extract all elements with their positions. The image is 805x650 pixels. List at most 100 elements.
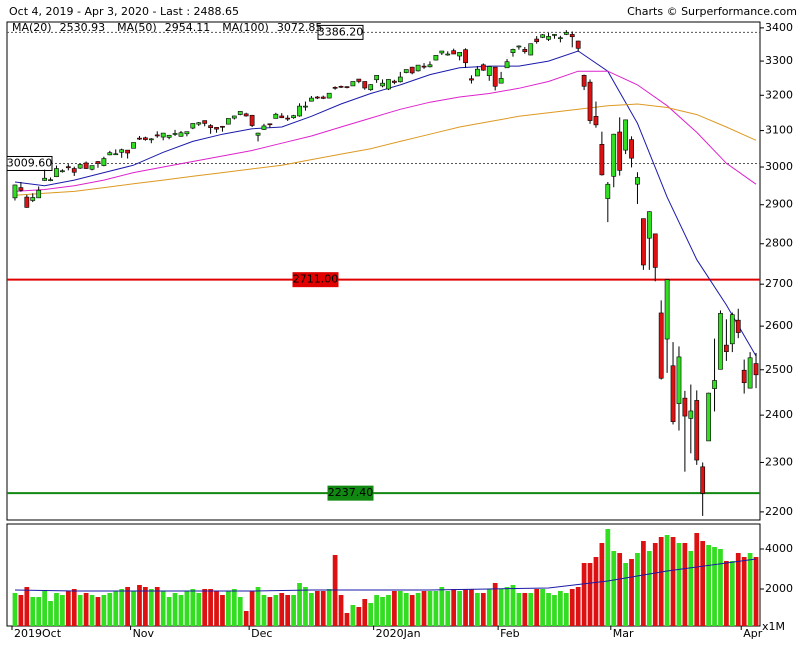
volume-bar (196, 593, 202, 626)
candle-body (303, 105, 308, 108)
volume-bar (641, 541, 646, 626)
candle-body (457, 52, 462, 57)
candle-body (658, 312, 664, 379)
volume-bar (172, 593, 178, 626)
candle-body (516, 45, 522, 48)
candle-body (60, 170, 65, 173)
volume-bar (338, 595, 344, 626)
volume-bar (137, 585, 142, 626)
volume-bar (463, 589, 468, 626)
volume-bar (166, 597, 172, 626)
candle-body (101, 158, 107, 166)
candle-body (172, 133, 178, 135)
candle-body (599, 143, 605, 176)
candle-body (83, 162, 89, 169)
volume-bar (421, 591, 427, 626)
y-tick-label: 2800 (765, 237, 793, 250)
candle-body (706, 392, 711, 442)
candle-body (605, 183, 611, 199)
reference-label-box (317, 24, 364, 40)
volume-bar (552, 595, 557, 626)
volume-bar (309, 593, 314, 626)
volume-bar (374, 595, 379, 626)
volume-tick-label: 2000 (765, 582, 793, 595)
candle-body (617, 131, 623, 171)
volume-bar (546, 593, 551, 626)
volume-bar (480, 593, 486, 626)
volume-bar (558, 591, 563, 626)
legend-label: MA(20) (12, 21, 52, 34)
y-tick-label: 3000 (765, 160, 793, 173)
volume-bar (125, 587, 130, 626)
volume-bar (237, 597, 243, 626)
volume-unit: x1M (762, 620, 785, 633)
y-tick-label: 3100 (765, 124, 793, 137)
legend-value: 3072.85 (277, 21, 323, 34)
volume-bar (48, 601, 53, 626)
candle-body (48, 179, 53, 182)
candle-body (724, 344, 729, 352)
volume-bar (682, 543, 688, 626)
candle-body (279, 115, 285, 119)
volume-bar (522, 593, 528, 626)
candle-body (54, 168, 59, 178)
volume-bar (635, 553, 640, 626)
volume-bar (451, 589, 457, 626)
candle-body (267, 123, 273, 126)
candle-body (421, 65, 427, 68)
candle-body (344, 86, 350, 88)
volume-bar (36, 597, 42, 626)
candle-body (735, 319, 741, 333)
candle-body (741, 369, 747, 384)
volume-bar (617, 553, 623, 626)
candle-body (392, 80, 397, 83)
candle-body (309, 97, 314, 102)
candle-body (166, 134, 172, 138)
volume-bar (119, 589, 125, 626)
legend-label: MA(100) (222, 21, 269, 34)
volume-bar (255, 587, 261, 626)
candle-body (528, 43, 534, 56)
candle-body (160, 132, 166, 138)
candle-body (137, 137, 142, 140)
x-tick-label: Mar (613, 627, 634, 640)
candle-body (320, 96, 326, 99)
volume-bar (593, 557, 599, 626)
candle-body (249, 114, 255, 126)
volume-bar (303, 587, 308, 626)
candle-body (729, 314, 735, 345)
candle-body (492, 66, 498, 87)
candle-body (261, 125, 267, 130)
volume-bar (741, 557, 747, 626)
legend-label: MA(50) (117, 21, 157, 34)
volume-bar (362, 599, 368, 626)
volume-bar (71, 589, 77, 626)
volume-bar (83, 593, 89, 626)
candle-body (676, 356, 682, 404)
volume-bar (492, 583, 498, 626)
candle-body (670, 365, 676, 422)
legend-value: 2954.11 (165, 21, 211, 34)
volume-tick-label: 4000 (765, 542, 793, 555)
volume-bar (220, 595, 225, 626)
volume-bar (243, 611, 249, 626)
volume-bar (670, 537, 676, 626)
candle-body (646, 211, 652, 239)
volume-bar (184, 591, 190, 626)
candle-body (332, 87, 338, 89)
volume-bar (30, 597, 36, 626)
candle-body (89, 165, 95, 170)
candle-body (368, 84, 374, 91)
volume-bar (605, 529, 611, 626)
volume-bar (676, 543, 682, 626)
volume-bar (753, 557, 759, 626)
volume-bar (18, 595, 24, 626)
candle-body (154, 134, 160, 137)
x-tick-label: Dec (251, 627, 272, 640)
volume-average (14, 558, 757, 592)
candle-body (18, 187, 24, 191)
volume-bar (581, 563, 587, 626)
candle-body (273, 113, 279, 119)
y-tick-label: 3200 (765, 88, 793, 101)
candle-body (12, 184, 18, 199)
